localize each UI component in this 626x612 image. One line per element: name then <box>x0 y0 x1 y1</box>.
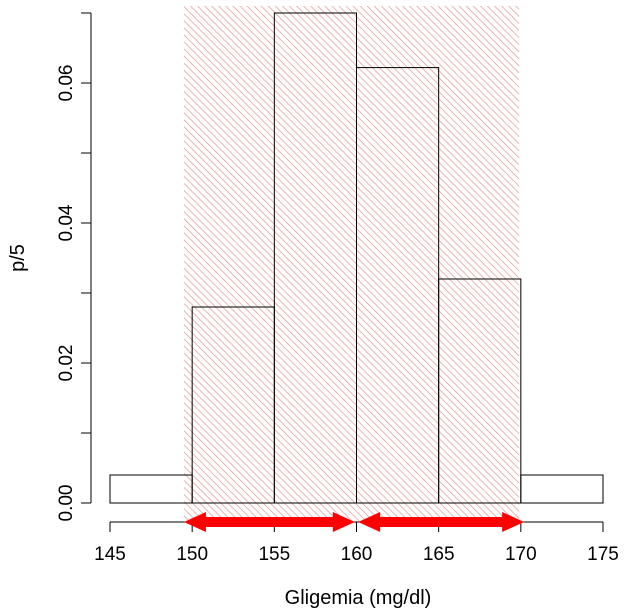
x-tick-label: 145 <box>94 544 126 565</box>
histogram-bar <box>438 278 522 504</box>
y-tick-label: 0.00 <box>56 485 77 522</box>
interval-arrows <box>183 512 525 532</box>
y-tick-label: 0.06 <box>56 65 77 102</box>
x-axis-title: Gligemia (mg/dl) <box>285 587 432 609</box>
interval-arrow <box>183 512 355 532</box>
x-tick-label: 165 <box>423 544 455 565</box>
x-tick-label: 170 <box>505 544 537 565</box>
y-axis-title: p/5 <box>7 244 29 272</box>
x-tick-label: 160 <box>341 544 373 565</box>
x-tick-label: 175 <box>587 544 619 565</box>
histogram-bar <box>109 474 193 504</box>
y-tick-label: 0.02 <box>56 345 77 382</box>
x-tick-label: 150 <box>176 544 208 565</box>
interval-arrow <box>358 512 525 532</box>
histogram-bar <box>520 474 604 504</box>
y-axis-ticks: 0.00 0.02 0.04 0.06 <box>56 12 91 522</box>
x-tick-label: 155 <box>258 544 290 565</box>
y-tick-label: 0.04 <box>56 204 77 241</box>
x-axis-ticks: 145 150 155 160 165 170 175 <box>94 522 619 565</box>
shaded-region <box>183 6 520 523</box>
bars-group <box>109 12 604 504</box>
